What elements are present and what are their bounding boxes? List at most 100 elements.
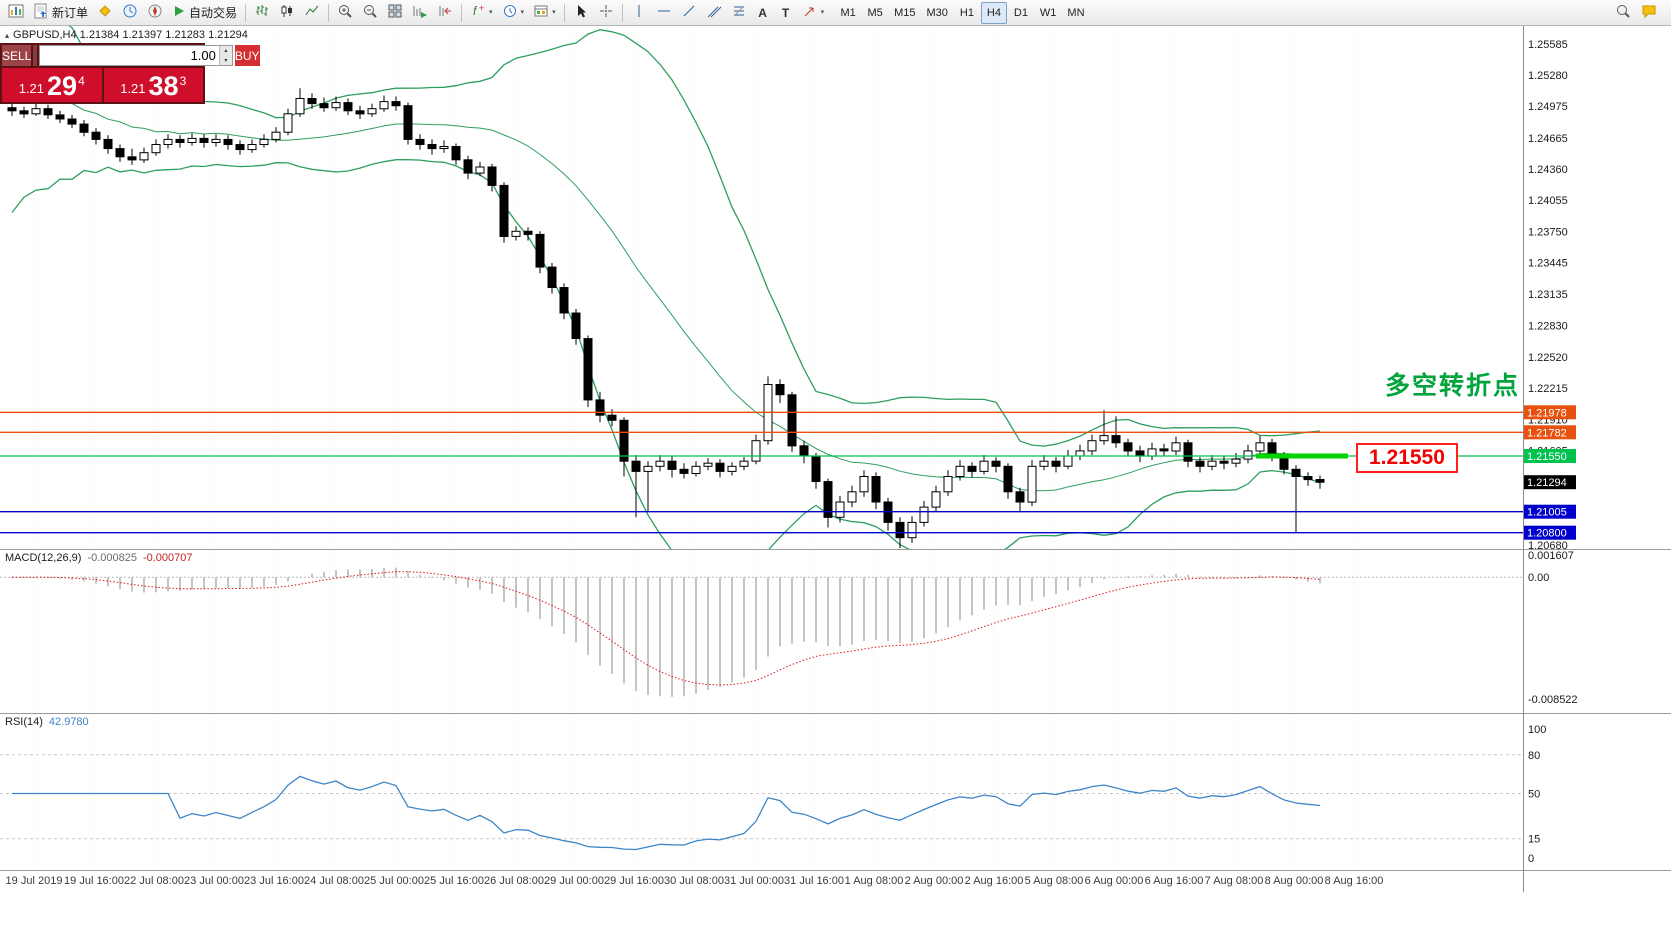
timeframe-d1[interactable]: D1	[1008, 2, 1034, 24]
panel-separator[interactable]	[0, 549, 1671, 550]
chevron-down-icon: ▾	[820, 9, 825, 16]
svg-text:1.21550: 1.21550	[1527, 451, 1567, 463]
auto-scroll-button[interactable]	[408, 2, 432, 24]
symbol-info: ▴ GBPUSD,H4 1.21384 1.21397 1.21283 1.21…	[5, 29, 248, 41]
time-axis[interactable]: 19 Jul 2019 19 Jul 16:00 22 Jul 08:00 23 Ju…	[0, 871, 1671, 892]
rsi-label: RSI(14) 42.9780	[5, 716, 89, 728]
vertical-line-tool-button[interactable]	[627, 2, 651, 24]
periods-button[interactable]: ▾	[498, 2, 529, 24]
buy-button[interactable]: BUY	[234, 45, 260, 66]
trendline-tool-button[interactable]	[677, 2, 701, 24]
time-axis-label: 29 Jul 00:00	[544, 875, 604, 887]
vertical-line-icon	[631, 3, 647, 22]
candlestick-chart-button[interactable]	[275, 2, 299, 24]
svg-text:1.21782: 1.21782	[1527, 427, 1567, 439]
search-button[interactable]	[1611, 2, 1635, 24]
macd-canvas[interactable]: 0.001607 0.00 -0.008522	[0, 550, 1671, 713]
autotrading-button[interactable]: 自动交易	[168, 2, 241, 24]
svg-text:1.21978: 1.21978	[1527, 407, 1567, 419]
timeframe-m1[interactable]: M1	[835, 2, 861, 24]
timeframe-mn[interactable]: MN	[1062, 2, 1089, 24]
zoom-out-button[interactable]	[358, 2, 382, 24]
auto-scroll-icon	[412, 3, 428, 22]
time-axis-label: 23 Jul 00:00	[184, 875, 244, 887]
time-axis-label: 26 Jul 08:00	[484, 875, 544, 887]
buy-price-button[interactable]: 1.21 38 3	[103, 68, 203, 102]
toolbar-right-group	[1611, 2, 1667, 24]
fibonacci-tool-button[interactable]	[727, 2, 751, 24]
timeframe-w1[interactable]: W1	[1035, 2, 1062, 24]
time-axis-label: 2 Aug 00:00	[904, 875, 964, 887]
zoom-in-button[interactable]	[333, 2, 357, 24]
volume-steppers: ▴ ▾	[218, 46, 232, 65]
channel-tool-button[interactable]	[702, 2, 726, 24]
sell-price-big: 29	[47, 71, 78, 101]
time-axis-label: 8 Aug 16:00	[1324, 875, 1384, 887]
sell-button[interactable]: SELL	[2, 45, 32, 66]
macd-histogram	[11, 567, 1321, 697]
sell-price-small: 1.21	[18, 81, 45, 96]
time-axis-label: 31 Jul 16:00	[784, 875, 844, 887]
price-chart-canvas[interactable]: 1.25585 1.25280 1.24975 1.24665 1.24360 1.240…	[0, 0, 1671, 578]
indicators-button[interactable]: f + ▾	[466, 2, 497, 24]
time-axis-label: 8 Aug 00:00	[1264, 875, 1324, 887]
new-order-button[interactable]: 新订单	[29, 2, 92, 24]
volume-up-icon[interactable]: ▴	[218, 46, 232, 56]
timeframe-m30[interactable]: M30	[922, 2, 953, 24]
one-click-collapse-icon[interactable]: ▴	[5, 30, 10, 40]
price-scale-label: 1.22215	[1528, 383, 1568, 395]
price-box-1.20800	[1524, 525, 1576, 540]
metaeditor-button[interactable]	[93, 2, 117, 24]
horizontal-line-tool-button[interactable]	[652, 2, 676, 24]
sell-price-button[interactable]: 1.21 29 4	[2, 68, 102, 102]
community-button[interactable]	[1637, 2, 1661, 24]
sell-options-caret-icon[interactable]: ▾	[33, 45, 37, 66]
timeframe-h4[interactable]: H4	[980, 1, 1007, 24]
price-box-1.21550	[1524, 449, 1576, 463]
autotrading-label: 自动交易	[189, 6, 238, 20]
navigator-button[interactable]	[143, 2, 167, 24]
templates-button[interactable]: ▾	[529, 2, 560, 24]
price-scale-label: 1.24975	[1528, 101, 1568, 113]
rsi-name: RSI(14)	[5, 716, 43, 728]
time-axis-label: 25 Jul 00:00	[364, 875, 424, 887]
price-box-1.21294	[1524, 475, 1576, 490]
timeframe-h1[interactable]: H1	[954, 2, 980, 24]
chart-annotation-text: 多空转折点	[1384, 372, 1520, 400]
crosshair-tool-button[interactable]	[594, 2, 618, 24]
timeframe-m5[interactable]: M5	[862, 2, 888, 24]
market-watch-button[interactable]	[118, 2, 142, 24]
price-callout-label[interactable]: 1.21550	[1356, 443, 1458, 473]
time-axis-label: 30 Jul 08:00	[664, 875, 724, 887]
templates-icon	[533, 3, 549, 22]
chart-shift-button[interactable]	[433, 2, 457, 24]
bar-chart-button[interactable]	[250, 2, 274, 24]
navigator-icon	[147, 3, 163, 22]
bollinger-upper-band	[49, 0, 1321, 447]
rsi-canvas[interactable]: 100 80 50 15 0	[0, 714, 1671, 870]
price-chart-panel: 1.25585 1.25280 1.24975 1.24665 1.24360 1.240…	[0, 0, 1671, 578]
buy-price-small: 1.21	[120, 81, 146, 96]
channel-icon	[706, 3, 722, 22]
indicators-icon: f +	[470, 3, 486, 22]
svg-text:+: +	[479, 3, 484, 13]
volume-input[interactable]	[39, 46, 219, 65]
arrow-tool-button[interactable]: ▾	[798, 2, 829, 24]
timeframe-m15[interactable]: M15	[889, 2, 920, 24]
text-tool-button[interactable]: A	[752, 2, 774, 24]
rsi-value: 42.9780	[48, 716, 89, 728]
time-axis-label: 2 Aug 16:00	[964, 875, 1024, 887]
volume-down-icon[interactable]: ▾	[218, 55, 232, 65]
tile-windows-button[interactable]	[383, 2, 407, 24]
cursor-tool-button[interactable]	[569, 2, 593, 24]
candles-layer	[7, 88, 1325, 548]
toolbar-separator	[563, 3, 565, 22]
panel-separator[interactable]	[0, 713, 1671, 714]
line-chart-button[interactable]	[300, 2, 324, 24]
price-scale-label: 1.25280	[1528, 70, 1568, 82]
symbol-ohlc-text: GBPUSD,H4 1.21384 1.21397 1.21283 1.2129…	[13, 29, 248, 41]
time-axis-label: 23 Jul 16:00	[244, 875, 304, 887]
app-chart-button[interactable]	[4, 2, 28, 24]
label-tool-button[interactable]: T	[775, 2, 797, 24]
macd-signal-value: -0.000707	[142, 552, 193, 564]
